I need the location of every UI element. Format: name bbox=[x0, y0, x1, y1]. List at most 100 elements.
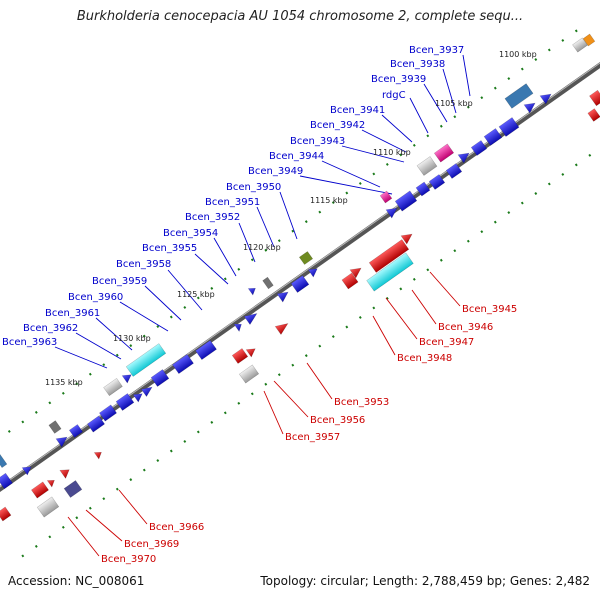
gene-block bbox=[366, 252, 414, 292]
gene-label[interactable]: Bcen_3960 bbox=[68, 292, 123, 303]
gene-label[interactable]: Bcen_3955 bbox=[142, 243, 197, 254]
gene-arrow bbox=[233, 323, 242, 332]
gene-block bbox=[572, 37, 588, 53]
leader-line bbox=[385, 297, 418, 340]
gene-block-shape bbox=[99, 404, 117, 422]
tick-mark bbox=[547, 182, 551, 186]
gene-label[interactable]: Bcen_3956 bbox=[310, 415, 365, 426]
gene-label[interactable]: Bcen_3951 bbox=[205, 197, 260, 208]
leader-line bbox=[118, 489, 148, 525]
gene-block-shape bbox=[63, 480, 83, 498]
gene-block bbox=[115, 393, 135, 411]
tick-mark bbox=[250, 258, 254, 262]
gene-block-shape bbox=[366, 252, 414, 292]
tick-mark bbox=[102, 363, 106, 367]
gene-block-shape bbox=[0, 506, 12, 522]
gene-label[interactable]: Bcen_3970 bbox=[101, 554, 156, 565]
gene-label[interactable]: Bcen_3958 bbox=[116, 259, 171, 270]
gene-arrow bbox=[46, 480, 55, 488]
gene-block-shape bbox=[172, 353, 194, 375]
gene-block bbox=[587, 108, 600, 122]
tick-mark bbox=[115, 487, 119, 491]
gene-label[interactable]: Bcen_3944 bbox=[269, 151, 324, 162]
gene-block bbox=[0, 454, 8, 468]
gene-label[interactable]: Bcen_3943 bbox=[290, 136, 345, 147]
leader-line bbox=[144, 285, 182, 321]
gene-block-shape bbox=[368, 239, 410, 273]
gene-block bbox=[290, 275, 310, 293]
gene-label[interactable]: Bcen_3952 bbox=[185, 212, 240, 223]
gene-label[interactable]: Bcen_3946 bbox=[438, 322, 493, 333]
gene-label[interactable]: Bcen_3945 bbox=[462, 304, 517, 315]
gene-block bbox=[150, 369, 170, 387]
gene-label[interactable]: rdgC bbox=[382, 90, 406, 101]
tick-mark bbox=[210, 420, 214, 424]
gene-label[interactable]: Bcen_3937 bbox=[409, 45, 464, 56]
gene-arrow bbox=[243, 313, 258, 325]
gene-label[interactable]: Bcen_3950 bbox=[226, 182, 281, 193]
gene-block-shape bbox=[238, 364, 260, 384]
gene-block-shape bbox=[428, 174, 446, 190]
tick-mark bbox=[480, 96, 484, 100]
tick-mark bbox=[372, 306, 376, 310]
gene-arrow bbox=[457, 152, 470, 164]
gene-label[interactable]: Bcen_3941 bbox=[330, 105, 385, 116]
leader-line bbox=[321, 160, 381, 188]
gene-block-shape bbox=[341, 272, 359, 290]
gene-label[interactable]: Bcen_3949 bbox=[248, 166, 303, 177]
gene-label[interactable]: Bcen_3954 bbox=[163, 228, 218, 239]
gene-block-shape bbox=[470, 140, 488, 156]
topology-summary: Topology: circular; Length: 2,788,459 bp… bbox=[260, 574, 590, 588]
gene-block-shape bbox=[394, 190, 418, 212]
tick-mark bbox=[358, 182, 362, 185]
leader-line bbox=[341, 145, 405, 163]
tick-mark bbox=[7, 429, 11, 433]
tick-mark bbox=[466, 239, 470, 243]
gene-arrow bbox=[121, 374, 132, 384]
tick-mark bbox=[547, 48, 551, 52]
leader-line bbox=[194, 253, 229, 285]
gene-label[interactable]: Bcen_3957 bbox=[285, 432, 340, 443]
gene-label[interactable]: Bcen_3966 bbox=[149, 522, 204, 533]
gene-block-shape bbox=[195, 339, 217, 361]
tick-mark bbox=[520, 201, 524, 205]
gene-label[interactable]: Bcen_3939 bbox=[371, 74, 426, 85]
gene-label[interactable]: Bcen_3959 bbox=[92, 276, 147, 287]
gene-arrow-shape bbox=[59, 469, 70, 479]
leader-line bbox=[67, 516, 100, 557]
gene-arrow-shape bbox=[93, 452, 102, 460]
gene-arrow-shape bbox=[400, 233, 413, 245]
gene-block-shape bbox=[125, 343, 167, 377]
gene-block-shape bbox=[262, 276, 274, 290]
tick-mark bbox=[196, 430, 200, 434]
map-title: Burkholderia cenocepacia AU 1054 chromos… bbox=[76, 9, 524, 24]
gene-arrow-shape bbox=[523, 102, 536, 114]
gene-block bbox=[125, 343, 167, 377]
tick-mark bbox=[291, 363, 295, 367]
tick-mark bbox=[142, 468, 146, 472]
gene-label[interactable]: Bcen_3961 bbox=[45, 308, 100, 319]
gene-label[interactable]: Bcen_3942 bbox=[310, 120, 365, 131]
gene-label[interactable]: Bcen_3969 bbox=[124, 539, 179, 550]
gene-arrow bbox=[274, 323, 289, 335]
tick-mark bbox=[48, 401, 52, 405]
tick-mark bbox=[439, 124, 443, 128]
tick-mark bbox=[34, 544, 38, 548]
gene-arrow-shape bbox=[274, 323, 289, 335]
tick-mark bbox=[75, 382, 79, 386]
gene-arrow-shape bbox=[46, 480, 55, 488]
leader-line bbox=[411, 289, 437, 325]
gene-label[interactable]: Bcen_3953 bbox=[334, 397, 389, 408]
gene-block bbox=[445, 163, 463, 179]
tick-mark bbox=[169, 315, 173, 319]
gene-block-shape bbox=[445, 163, 463, 179]
gene-block bbox=[379, 190, 393, 204]
gene-label[interactable]: Bcen_3962 bbox=[23, 323, 78, 334]
gene-arrow-shape bbox=[121, 374, 132, 384]
gene-label[interactable]: Bcen_3948 bbox=[397, 353, 452, 364]
tick-mark bbox=[412, 143, 416, 147]
scale-labels: 1100 kbp 1105 kbp 1110 kbp 1115 kbp 1120… bbox=[45, 50, 537, 387]
gene-label[interactable]: Bcen_3947 bbox=[419, 337, 474, 348]
gene-label[interactable]: Bcen_3938 bbox=[390, 59, 445, 70]
gene-label[interactable]: Bcen_3963 bbox=[2, 337, 57, 348]
